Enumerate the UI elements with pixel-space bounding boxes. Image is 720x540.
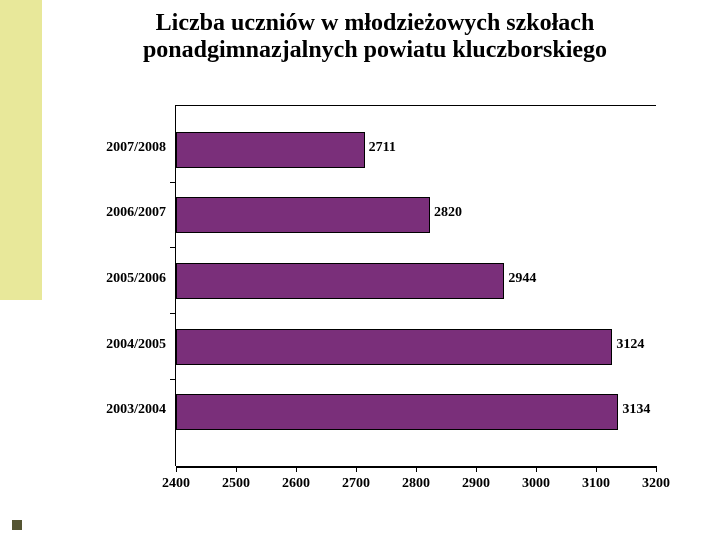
decorative-stripe (0, 0, 42, 300)
bar (176, 329, 612, 365)
chart: 27112007/200828202006/200729442005/20063… (80, 95, 670, 505)
x-tick-label: 3200 (634, 476, 678, 492)
decorative-bullet (12, 520, 22, 530)
chart-title: Liczba uczniów w młodzieżowych szkołach … (60, 10, 690, 64)
bar (176, 394, 618, 430)
x-tick-label: 2400 (154, 476, 198, 492)
plot-area: 27112007/200828202006/200729442005/20063… (175, 105, 656, 466)
x-tick (536, 466, 537, 472)
bar (176, 197, 430, 233)
y-tick (170, 313, 176, 314)
bar (176, 263, 504, 299)
y-axis-label: 2003/2004 (76, 402, 166, 418)
x-tick-label: 3100 (574, 476, 618, 492)
bar-value-label: 2820 (434, 205, 462, 221)
x-tick (236, 466, 237, 472)
x-tick (476, 466, 477, 472)
y-axis-label: 2006/2007 (76, 205, 166, 221)
bar-value-label: 2711 (369, 140, 396, 156)
y-tick (170, 182, 176, 183)
y-tick (170, 247, 176, 248)
x-tick-label: 3000 (514, 476, 558, 492)
y-axis-label: 2005/2006 (76, 271, 166, 287)
y-tick (170, 379, 176, 380)
y-axis-label: 2004/2005 (76, 337, 166, 353)
slide: Liczba uczniów w młodzieżowych szkołach … (0, 0, 720, 540)
x-tick (656, 466, 657, 472)
bar-value-label: 2944 (508, 271, 536, 287)
y-axis-label: 2007/2008 (76, 140, 166, 156)
x-tick-label: 2600 (274, 476, 318, 492)
x-tick (176, 466, 177, 472)
bar (176, 132, 365, 168)
x-tick (416, 466, 417, 472)
x-tick (296, 466, 297, 472)
x-tick-label: 2700 (334, 476, 378, 492)
x-tick-label: 2500 (214, 476, 258, 492)
x-tick (356, 466, 357, 472)
x-tick (596, 466, 597, 472)
bar-value-label: 3124 (616, 337, 644, 353)
title-line-2: ponadgimnazjalnych powiatu kluczborskieg… (60, 37, 690, 64)
x-tick-label: 2800 (394, 476, 438, 492)
title-line-1: Liczba uczniów w młodzieżowych szkołach (60, 10, 690, 37)
x-tick-label: 2900 (454, 476, 498, 492)
bar-value-label: 3134 (622, 402, 650, 418)
